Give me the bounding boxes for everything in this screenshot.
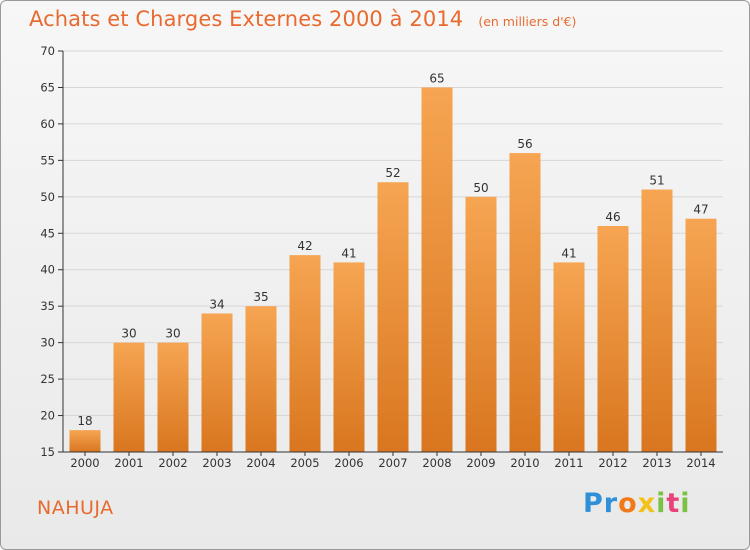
data-label: 41 — [561, 246, 576, 260]
bar — [509, 153, 541, 452]
logo-letter: x — [637, 488, 657, 519]
data-label: 18 — [77, 414, 92, 428]
y-tick-label: 15 — [40, 445, 55, 459]
y-tick-label: 65 — [40, 80, 55, 94]
chart-unit: (en milliers d'€) — [478, 14, 577, 29]
bar — [201, 313, 233, 452]
bar — [289, 255, 321, 452]
data-label: 34 — [209, 297, 224, 311]
x-tick-label: 2005 — [290, 456, 319, 470]
data-label: 65 — [429, 71, 444, 85]
y-tick-label: 55 — [40, 153, 55, 167]
y-tick-label: 60 — [40, 117, 55, 131]
y-tick-label: 25 — [40, 372, 55, 386]
bar — [553, 262, 585, 452]
y-tick-label: 70 — [40, 44, 55, 58]
x-tick-label: 2010 — [510, 456, 539, 470]
bar — [685, 218, 717, 452]
proxiti-logo: Proxiti — [583, 488, 691, 519]
data-label: 52 — [385, 166, 400, 180]
x-tick-label: 2003 — [202, 456, 231, 470]
data-label: 30 — [165, 327, 180, 341]
x-tick-label: 2002 — [158, 456, 187, 470]
x-tick-label: 2008 — [422, 456, 451, 470]
commune-name: NAHUJA — [37, 497, 114, 519]
x-tick-label: 2007 — [378, 456, 407, 470]
logo-letter: i — [680, 488, 691, 519]
y-tick-label: 50 — [40, 190, 55, 204]
x-tick-label: 2006 — [334, 456, 363, 470]
axes: 15 20 25 30 35 40 45 50 55 60 65 70 2000 2001 2002 2003… — [40, 44, 723, 470]
data-labels: 18 30 30 34 35 42 41 52 65 50 56 41 46 51 47 — [77, 71, 708, 428]
y-tick-label: 40 — [40, 263, 55, 277]
data-label: 41 — [341, 246, 356, 260]
bar — [333, 262, 365, 452]
data-label: 47 — [693, 203, 708, 217]
y-tick-label: 30 — [40, 336, 55, 350]
x-tick-label: 2004 — [246, 456, 275, 470]
bars — [69, 87, 717, 453]
data-label: 35 — [253, 290, 268, 304]
data-label: 51 — [649, 174, 664, 188]
bar — [597, 225, 629, 452]
data-label: 42 — [297, 239, 312, 253]
title-row: Achats et Charges Externes 2000 à 2014 (… — [29, 7, 576, 31]
y-tick-label: 45 — [40, 226, 55, 240]
x-tick-label: 2011 — [554, 456, 583, 470]
data-label: 46 — [605, 210, 620, 224]
y-tick-label: 20 — [40, 409, 55, 423]
bar — [113, 342, 145, 452]
data-label: 30 — [121, 327, 136, 341]
logo-letter: o — [618, 488, 638, 519]
y-tick-label: 35 — [40, 299, 55, 313]
x-tick-label: 2014 — [686, 456, 715, 470]
bar — [465, 196, 497, 452]
x-tick-label: 2009 — [466, 456, 495, 470]
x-tick-label: 2000 — [70, 456, 99, 470]
data-label: 56 — [517, 137, 532, 151]
bar — [421, 87, 453, 453]
x-tick-label: 2013 — [642, 456, 671, 470]
bar — [641, 189, 673, 452]
logo-letter: r — [603, 488, 619, 519]
x-tick-label: 2001 — [114, 456, 143, 470]
logo-letter: i — [656, 488, 667, 519]
bar — [69, 430, 101, 452]
logo-letter: P — [583, 488, 604, 519]
bar — [377, 182, 409, 452]
logo-letter: t — [666, 488, 681, 519]
bar — [245, 306, 277, 452]
x-tick-label: 2012 — [598, 456, 627, 470]
chart-title: Achats et Charges Externes 2000 à 2014 — [29, 7, 464, 31]
bar — [157, 342, 189, 452]
data-label: 50 — [473, 181, 488, 195]
